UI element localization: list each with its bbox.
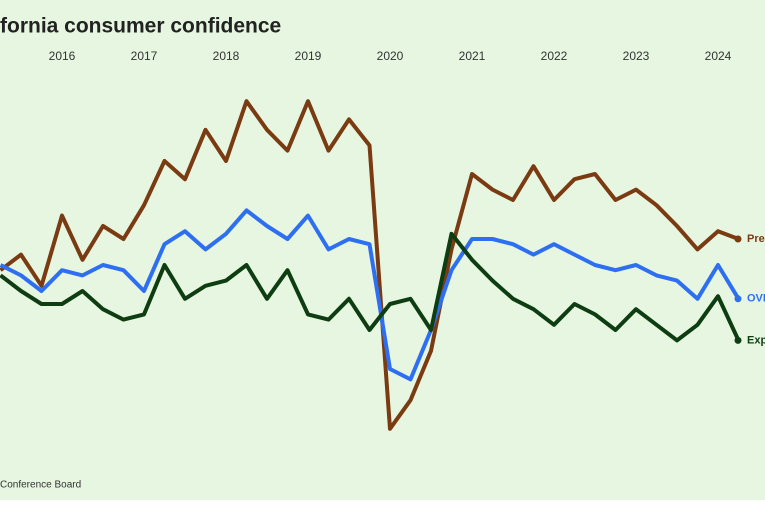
legend-label: Pres [747,233,765,245]
legend-label: OVE [747,293,765,305]
x-tick-label: 2022 [541,49,568,63]
x-tick-label: 2021 [459,49,486,63]
legend-label: Expe [747,334,765,346]
x-tick-label: 2016 [49,49,76,63]
x-tick-label: 2018 [213,49,240,63]
legend-dot [734,336,742,344]
legend-dot [734,235,742,243]
chart-title: fornia consumer confidence [0,15,281,38]
x-tick-label: 2017 [131,49,158,63]
series-line [0,208,741,382]
x-tick-label: 2024 [705,49,732,63]
x-tick-label: 2020 [377,49,404,63]
source: Conference Board [0,480,81,491]
series-line [0,231,741,343]
x-tick-label: 2019 [295,49,322,63]
legend-dot [734,295,742,303]
x-tick-label: 2023 [623,49,650,63]
series-line [0,99,740,431]
